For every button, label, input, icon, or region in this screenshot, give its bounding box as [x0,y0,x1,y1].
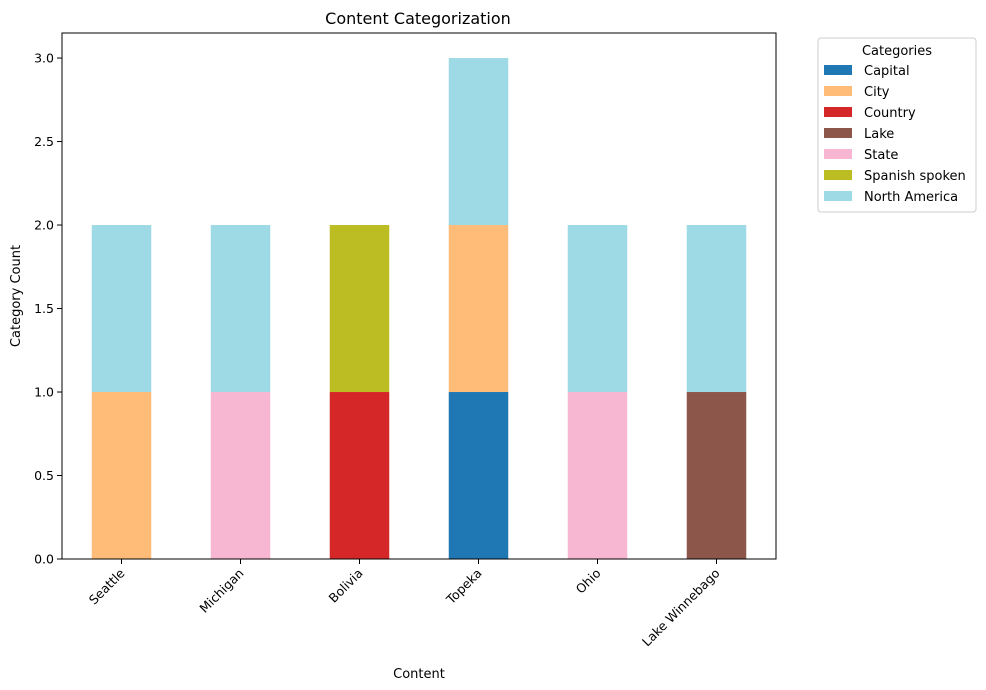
bar-lake-winnebago-north-america [686,225,747,393]
legend-swatch [824,128,852,138]
y-tick-label: 0.0 [34,552,54,567]
bar-ohio-state [567,392,628,559]
y-tick-label: 2.0 [34,218,54,233]
y-axis-label: Category Count [9,245,24,347]
y-tick-label: 3.0 [34,51,54,66]
legend-title: Categories [862,44,932,59]
bar-bolivia-spanish-spoken [329,225,390,393]
chart-title: Content Categorization [325,9,511,28]
y-tick-label: 0.5 [34,468,54,483]
bar-bolivia-country [329,392,390,559]
bar-lake-winnebago-lake [686,392,747,559]
y-axis: 0.0 0.5 1.0 1.5 2.0 2.5 3.0 [34,51,62,567]
x-tick-label: Seattle [86,565,128,607]
x-tick-label: Bolivia [326,566,366,606]
bar-seattle-city [91,392,152,559]
bar-topeka-north-america [448,58,509,226]
legend-item-label: Capital [864,64,910,79]
x-axis: Seattle Michigan Bolivia Topeka Ohio Lake Win… [86,559,723,649]
legend-item-label: Country [864,106,916,121]
y-tick-label: 2.5 [34,134,54,149]
legend-frame [817,37,977,213]
x-tick-label: Lake Winnebago [639,566,723,650]
bar-ohio-north-america [567,225,628,393]
bar-topeka-city [448,225,509,393]
y-tick-label: 1.0 [34,385,54,400]
plot-frame [61,32,777,560]
x-tick-label: Michigan [196,566,246,616]
y-tick-label: 1.5 [34,301,54,316]
bar-topeka-capital [448,392,509,559]
legend-item-label: City [864,85,890,100]
x-tick-label: Ohio [573,566,604,597]
x-axis-label: Content [393,667,445,682]
legend-swatch [824,149,852,159]
legend-swatch [824,86,852,96]
x-tick-label: Topeka [443,566,485,608]
bar-michigan-state [210,392,271,559]
legend-item-label: North America [864,190,958,205]
plot-area [91,58,747,559]
legend-swatch [824,170,852,180]
legend-item-label: Spanish spoken [864,169,966,184]
legend-swatch [824,191,852,201]
bar-seattle-north-america [91,225,152,393]
bar-michigan-north-america [210,225,271,393]
legend-item-label: State [864,148,898,163]
legend-item-label: Lake [864,127,894,142]
legend-swatch [824,65,852,75]
legend: Categories Capital City Country Lake State Sp… [817,37,977,213]
legend-swatch [824,107,852,117]
